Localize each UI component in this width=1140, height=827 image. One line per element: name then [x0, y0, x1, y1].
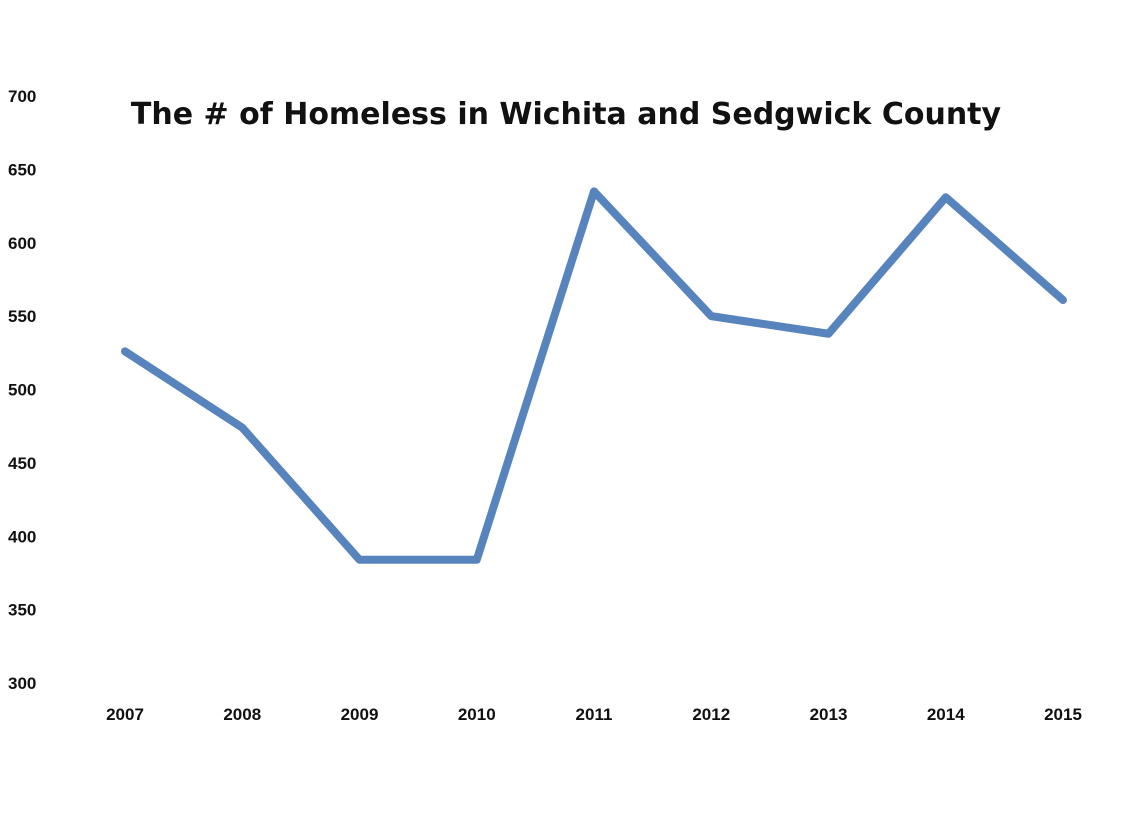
y-tick-label: 700: [8, 87, 36, 106]
x-tick-label: 2013: [810, 705, 848, 724]
x-tick-label: 2015: [1044, 705, 1082, 724]
x-tick-label: 2011: [576, 705, 613, 724]
x-tick-label: 2007: [106, 705, 144, 724]
y-tick-label: 650: [8, 160, 36, 179]
x-tick-label: 2014: [927, 705, 965, 724]
y-tick-label: 300: [8, 674, 36, 693]
chart-title: The # of Homeless in Wichita and Sedgwic…: [131, 97, 1002, 132]
x-tick-label: 2009: [341, 705, 379, 724]
y-axis: 300 350 400 450 500 550 600 650 700: [8, 87, 36, 693]
x-tick-label: 2010: [458, 705, 496, 724]
y-tick-label: 350: [8, 601, 36, 620]
y-tick-label: 400: [8, 527, 36, 546]
y-tick-label: 450: [8, 454, 36, 473]
x-tick-label: 2012: [692, 705, 730, 724]
y-tick-label: 600: [8, 234, 36, 253]
series-line: [121, 187, 1067, 564]
y-tick-label: 550: [8, 307, 36, 326]
x-tick-label: 2008: [223, 705, 261, 724]
series: [121, 187, 1067, 564]
y-tick-label: 500: [8, 381, 36, 400]
x-axis: 2007 2008 2009 2010 2011 2012 2013 2014 2015: [106, 705, 1082, 724]
